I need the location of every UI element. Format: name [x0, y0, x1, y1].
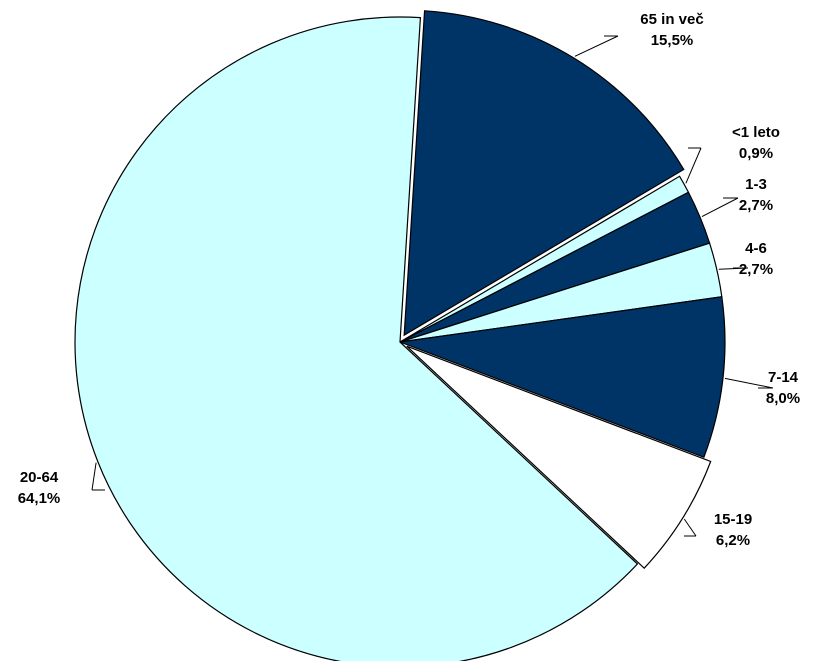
slice-label-7-14: 7-14 [768, 369, 799, 386]
slice-label-1-3: 1-3 [745, 176, 767, 193]
slice-value-7-14: 8,0% [766, 390, 800, 407]
leader-line-65-in-ve [574, 35, 619, 57]
leader-lines [91, 35, 774, 537]
leader-line-1-3 [701, 197, 739, 217]
slice-value-65-in-ve: 15,5% [651, 32, 694, 49]
slice-label-20-64: 20-64 [20, 469, 59, 486]
slice-labels: 65 in več 15,5% <1 leto 0,9% 1-3 2,7% 4-6 2,7% 7… [18, 11, 800, 549]
slice-value-4-6: 2,7% [739, 261, 773, 278]
leader-line-20-64 [91, 462, 97, 491]
leader-line-15-19 [683, 518, 697, 537]
slice-7-14 [399, 296, 726, 459]
slice-label-1-leto: <1 leto [732, 124, 780, 141]
slice-label-65-in-ve: 65 in več [640, 11, 703, 28]
leader-line-4-6 [718, 267, 749, 270]
slice-15-19 [406, 345, 712, 570]
slice-label-15-19: 15-19 [714, 511, 752, 528]
slice-65-in-ve [403, 10, 685, 337]
leader-line-1-leto [685, 147, 702, 184]
slice-label-4-6: 4-6 [745, 240, 767, 257]
slice-value-1-leto: 0,9% [739, 145, 773, 162]
slice-20-64 [74, 16, 639, 661]
leader-line-7-14 [724, 377, 774, 389]
slice-value-1-3: 2,7% [739, 197, 773, 214]
slice-value-20-64: 64,1% [18, 490, 61, 507]
pie-slices [74, 10, 726, 661]
slice-value-15-19: 6,2% [716, 532, 750, 549]
